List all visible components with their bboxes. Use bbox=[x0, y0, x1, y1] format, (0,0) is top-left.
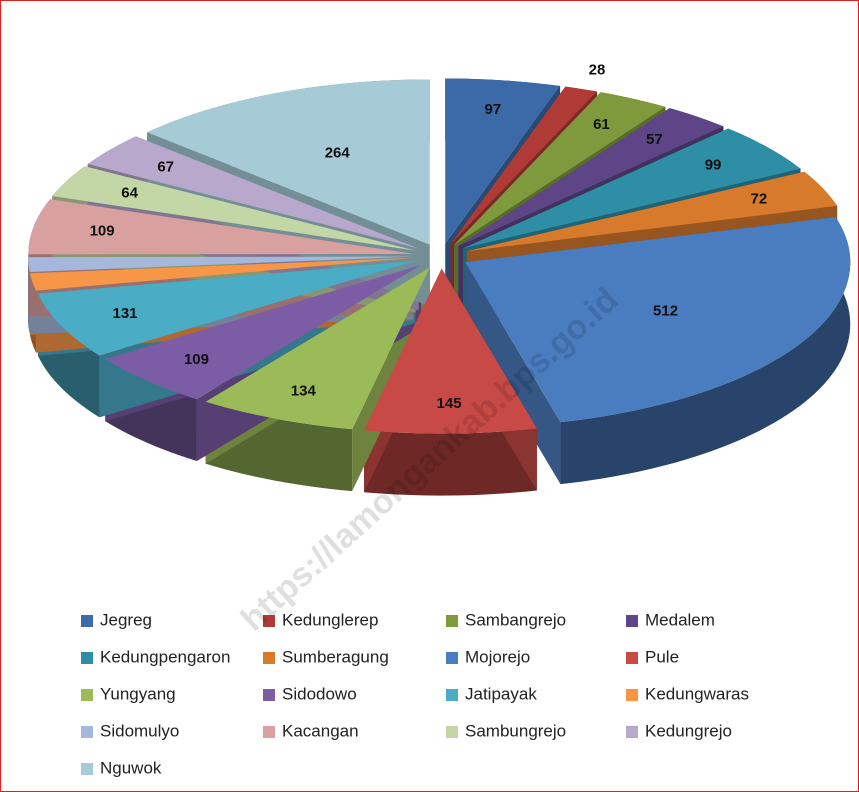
legend-label: Sumberagung bbox=[282, 647, 389, 666]
slice bbox=[463, 128, 801, 249]
data-label: 131 bbox=[113, 305, 138, 322]
slice bbox=[445, 78, 561, 244]
legend-swatch bbox=[81, 689, 93, 701]
slice bbox=[454, 92, 666, 245]
legend-label: Sidomulyo bbox=[100, 721, 179, 740]
data-label: 109 bbox=[184, 351, 209, 368]
slice bbox=[29, 257, 414, 291]
slice bbox=[28, 256, 414, 273]
legend-label: Jatipayak bbox=[465, 684, 537, 703]
data-label: 99 bbox=[705, 157, 722, 174]
legend-label: Kedungwaras bbox=[645, 684, 749, 703]
data-label: 145 bbox=[437, 395, 462, 412]
slice bbox=[465, 217, 851, 423]
data-label: 64 bbox=[121, 184, 138, 201]
data-label: 72 bbox=[751, 191, 768, 208]
data-label: 264 bbox=[325, 145, 351, 162]
legend-label: Pule bbox=[645, 647, 679, 666]
slice bbox=[52, 166, 416, 251]
data-label: 512 bbox=[653, 303, 678, 320]
legend-swatch bbox=[626, 689, 638, 701]
legend-label: Nguwok bbox=[100, 758, 162, 777]
legend-swatch bbox=[81, 726, 93, 738]
data-label: 67 bbox=[157, 158, 174, 175]
legend-swatch bbox=[446, 689, 458, 701]
slice bbox=[37, 260, 416, 356]
legend-swatch bbox=[81, 615, 93, 627]
legend-label: Kacangan bbox=[282, 721, 359, 740]
data-label: 61 bbox=[593, 116, 610, 133]
slice bbox=[450, 86, 598, 245]
slice bbox=[87, 136, 419, 249]
slice bbox=[147, 79, 430, 245]
slice bbox=[466, 171, 838, 252]
legend-label: Kedungpengaron bbox=[100, 647, 230, 666]
data-label: 134 bbox=[291, 382, 317, 399]
legend-swatch bbox=[263, 689, 275, 701]
slice-side bbox=[364, 428, 537, 496]
slice bbox=[205, 267, 430, 430]
data-label: 97 bbox=[485, 101, 502, 118]
legend-label: Jegreg bbox=[100, 610, 152, 629]
legend-swatch bbox=[263, 615, 275, 627]
legend-label: Kedunglerep bbox=[282, 610, 378, 629]
legend-label: Sidodowo bbox=[282, 684, 357, 703]
legend-swatch bbox=[446, 652, 458, 664]
legend-swatch bbox=[626, 615, 638, 627]
legend-label: Kedungrejo bbox=[645, 721, 732, 740]
legend-label: Medalem bbox=[645, 610, 715, 629]
slice bbox=[364, 268, 537, 434]
legend-label: Sambangrejo bbox=[465, 610, 566, 629]
slice bbox=[458, 108, 724, 247]
data-label: 57 bbox=[646, 131, 663, 148]
legend-swatch bbox=[626, 652, 638, 664]
data-label: 109 bbox=[90, 222, 115, 239]
legend-swatch bbox=[446, 615, 458, 627]
legend-swatch bbox=[446, 726, 458, 738]
legend-swatch bbox=[263, 652, 275, 664]
legend-swatch bbox=[263, 726, 275, 738]
data-label: 28 bbox=[589, 61, 606, 78]
slice-tops bbox=[28, 78, 851, 434]
slice bbox=[105, 264, 422, 400]
legend-swatch bbox=[626, 726, 638, 738]
legend-label: Mojorejo bbox=[465, 647, 530, 666]
slice-side bbox=[560, 217, 851, 485]
slice bbox=[28, 199, 414, 255]
legend-label: Sambungrejo bbox=[465, 721, 566, 740]
legend-swatch bbox=[81, 763, 93, 775]
legend-label: Yungyang bbox=[100, 684, 176, 703]
legend-swatch bbox=[81, 652, 93, 664]
